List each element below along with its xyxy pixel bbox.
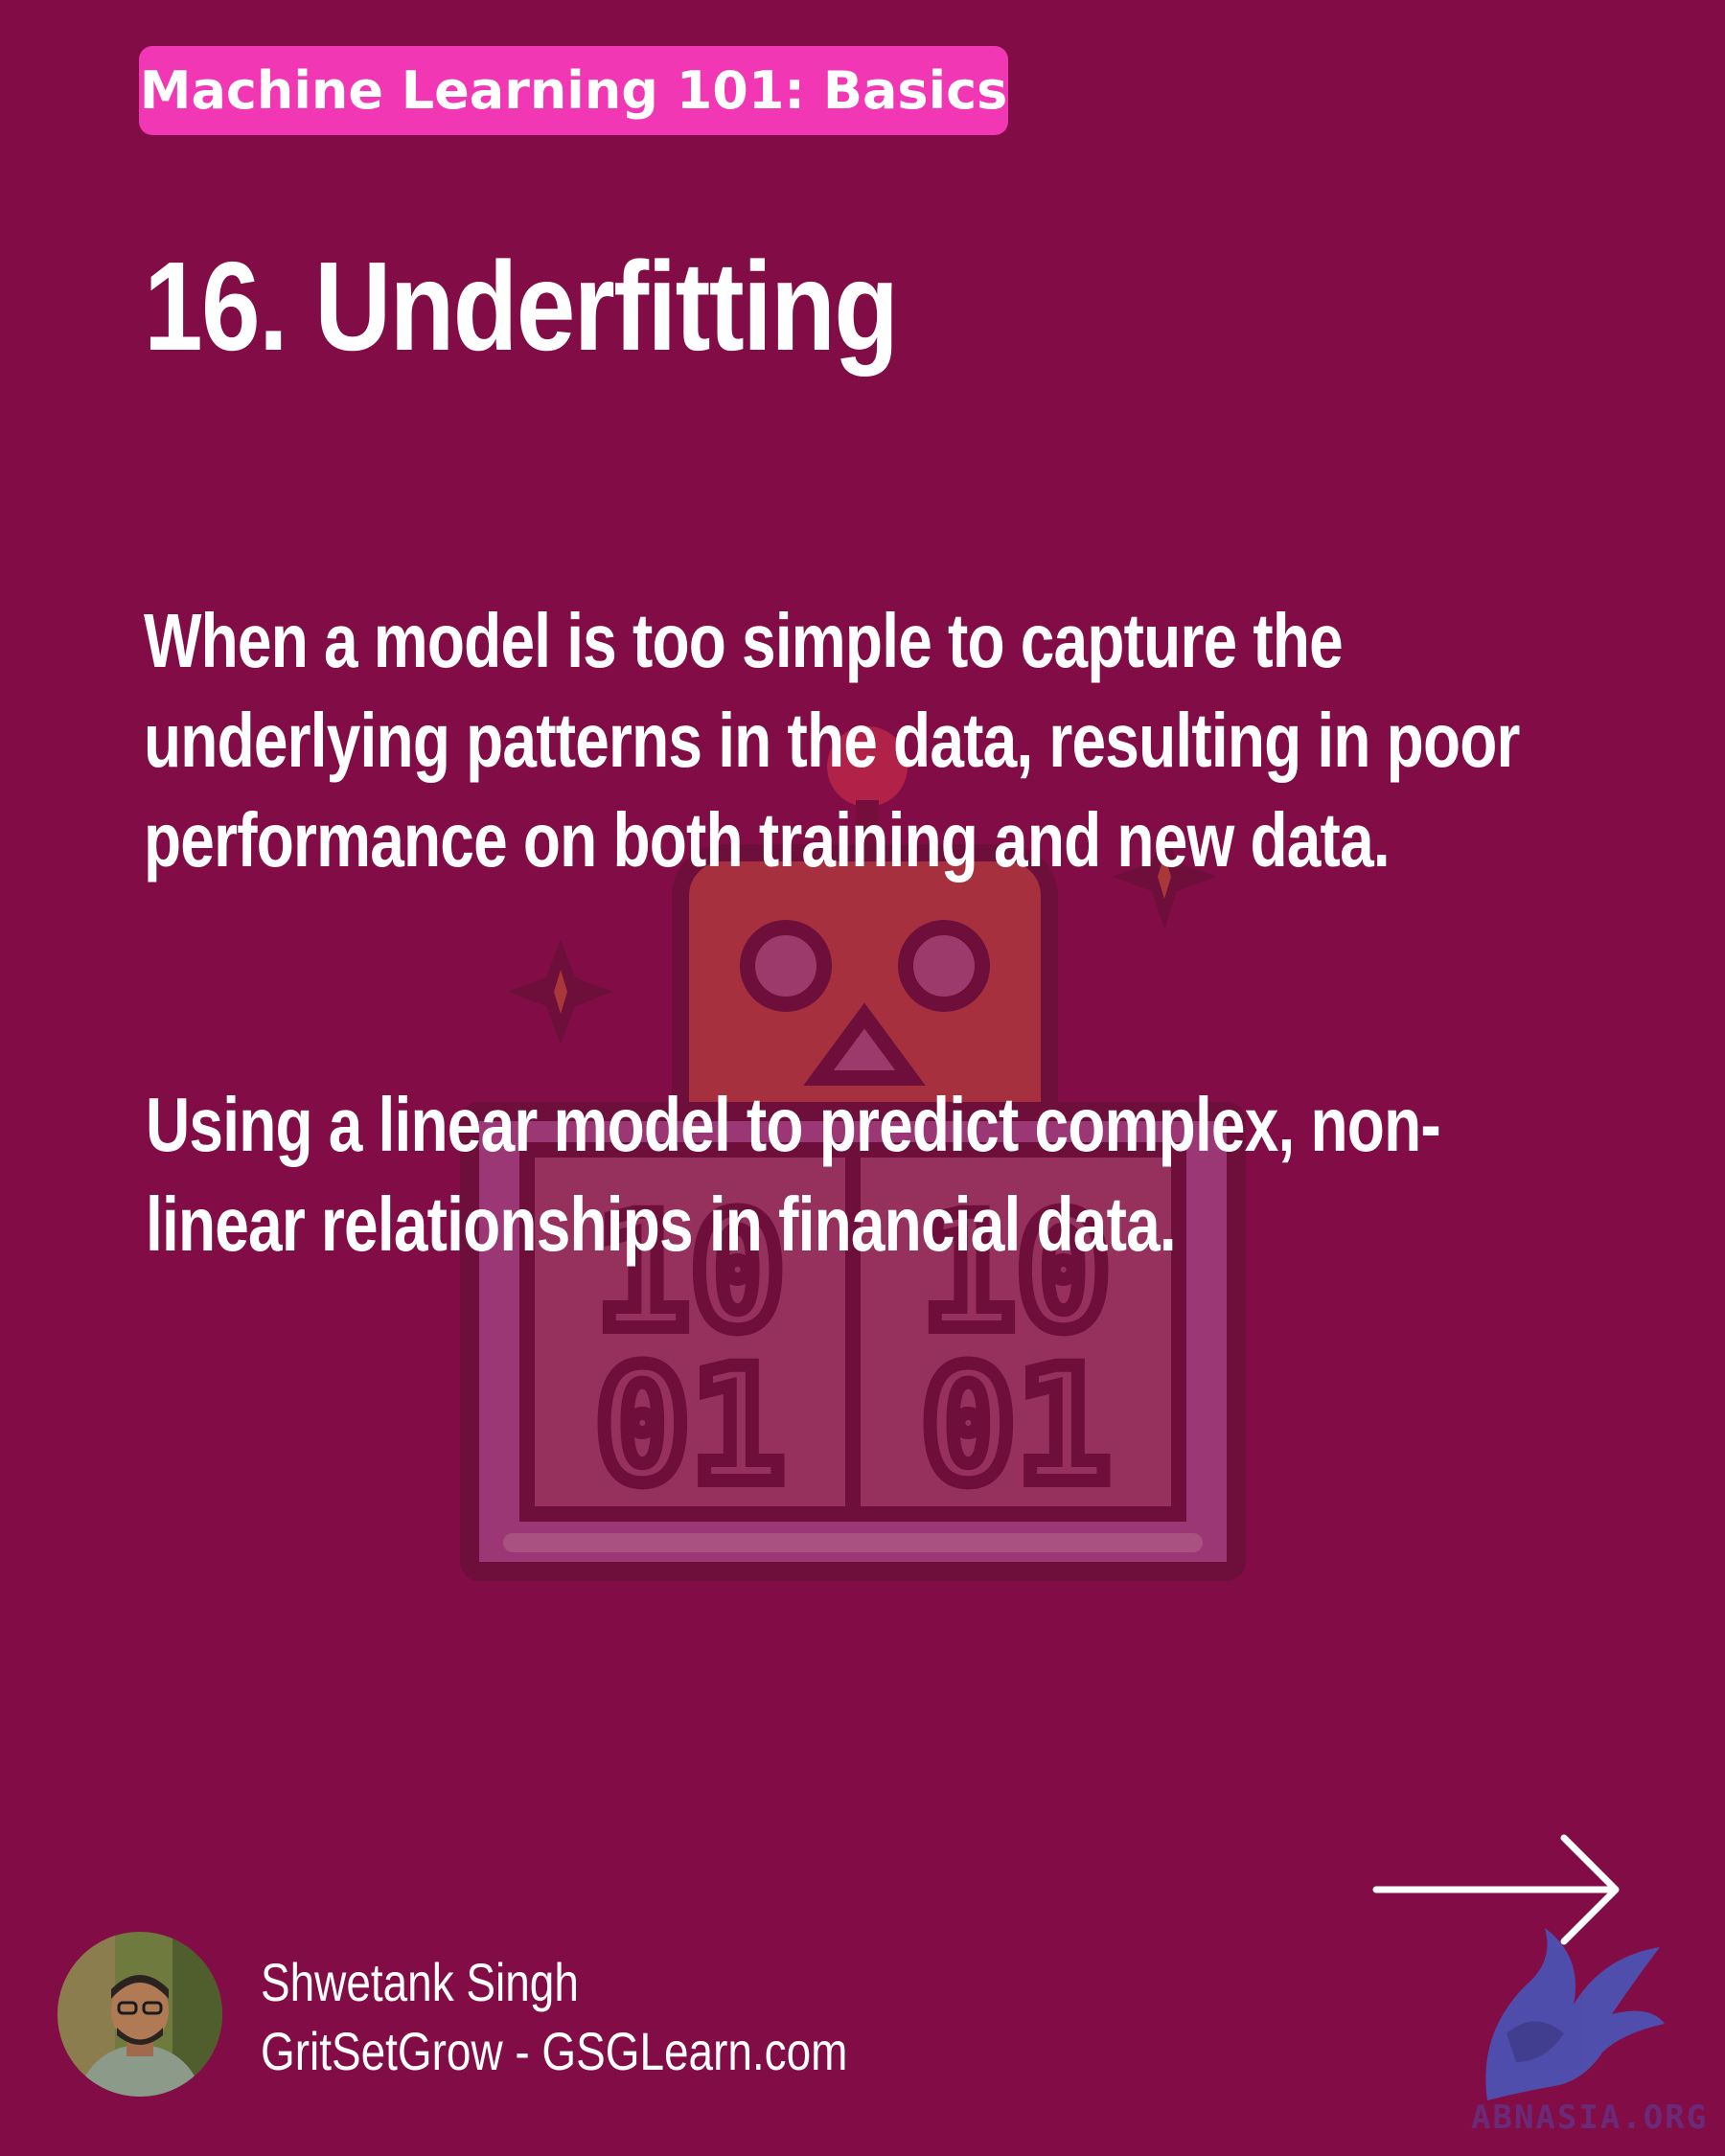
slide-title: 16. Underfitting <box>144 236 899 377</box>
robot-binary-icon: 10 10 01 01 <box>460 726 1246 1581</box>
watermark-text: ABNASIA.ORG <box>1471 2099 1709 2137</box>
binary-digits-top-left: 10 <box>595 1181 786 1365</box>
author-site: GritSetGrow - GSGLearn.com <box>261 2021 848 2081</box>
series-tag: Machine Learning 101: Basics <box>139 46 1008 135</box>
author-name: Shwetank Singh <box>261 1952 579 2012</box>
binary-digits-bottom-left: 01 <box>595 1334 786 1518</box>
example-text: Using a linear model to predict complex,… <box>146 1082 1441 1267</box>
watermark-logo <box>1485 1928 1665 2100</box>
definition-text: When a model is too simple to capture th… <box>144 598 1520 883</box>
avatar <box>58 1932 222 2097</box>
binary-digits-bottom-right: 01 <box>921 1334 1112 1518</box>
binary-digits-top-right: 10 <box>921 1181 1112 1365</box>
arrow-right-icon[interactable] <box>1372 1832 1623 1947</box>
